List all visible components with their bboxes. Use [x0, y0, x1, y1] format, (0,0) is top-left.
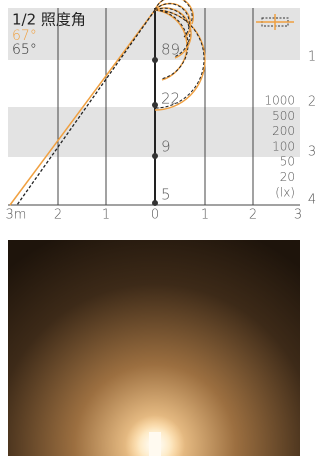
distance-label: 1 — [308, 50, 316, 65]
distance-label: 2 — [308, 95, 316, 110]
x-axis-label: 1 — [201, 208, 209, 223]
distance-label: 3 — [308, 145, 316, 160]
lux-label: (lx) — [275, 185, 295, 199]
lux-label: 100 — [272, 139, 295, 153]
lux-label: 20 — [280, 170, 295, 184]
x-axis-label: 3m — [6, 208, 27, 223]
center-value: 89 — [161, 41, 180, 59]
center-value: 22 — [161, 90, 180, 108]
photo-spot — [8, 240, 300, 456]
x-axis-label: 3 — [294, 208, 302, 223]
lux-label: 500 — [272, 109, 295, 123]
x-axis-label: 2 — [249, 208, 257, 223]
center-value: 9 — [161, 138, 171, 156]
center-value: 5 — [161, 186, 171, 204]
title: 1/2 照度角 — [12, 11, 86, 29]
page: 1/2 照度角 67° 65° 89229510005002001005020(… — [0, 0, 318, 456]
angle: 65° — [12, 42, 37, 58]
lux-label: 50 — [280, 155, 295, 169]
x-axis-label: 1 — [102, 208, 110, 223]
lux-label: 1000 — [264, 94, 295, 108]
x-axis-label: 0 — [151, 208, 159, 223]
lux-label: 200 — [272, 124, 295, 138]
light-source — [149, 432, 161, 456]
distance-label: 4 — [308, 193, 316, 208]
x-axis-label: 2 — [54, 208, 62, 223]
